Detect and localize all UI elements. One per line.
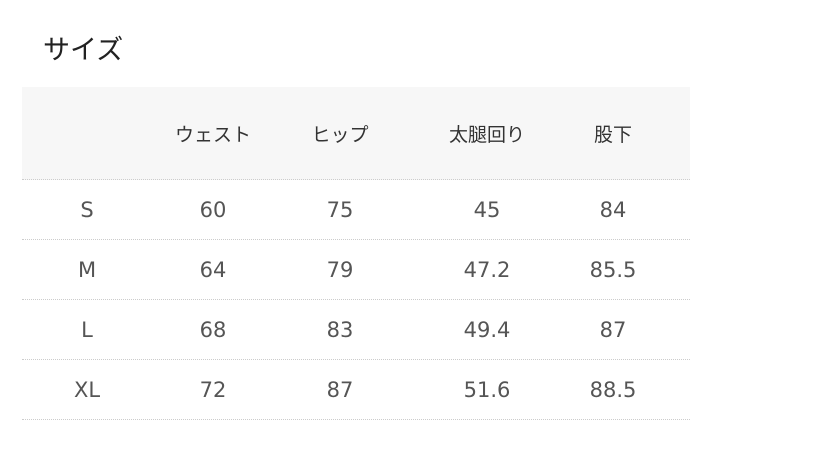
table-row: L 68 83 49.4 87 [22, 300, 690, 360]
table-cell: 85.5 [589, 257, 637, 282]
table-row: XL 72 87 51.6 88.5 [22, 360, 690, 420]
table-cell: 88.5 [589, 377, 637, 402]
table-cell: 83 [326, 317, 354, 342]
size-label: L [81, 317, 93, 342]
table-cell: 47.2 [463, 257, 511, 282]
size-label: S [80, 197, 94, 222]
header-cell: ウェスト [174, 123, 251, 146]
table-cell: 79 [326, 257, 354, 282]
header-cell: 股下 [593, 123, 632, 146]
table-cell: 72 [199, 377, 227, 402]
header-cell: ヒップ [311, 123, 369, 146]
header-cell: 太腿回り [448, 123, 525, 146]
table-cell: 87 [326, 377, 354, 402]
table-cell: 87 [599, 317, 627, 342]
table-cell: 84 [599, 197, 627, 222]
size-table: ウェスト ヒップ 太腿回り 股下 S 60 75 45 84 M 64 79 47.2 85.5 L… [22, 87, 690, 420]
table-cell: 45 [473, 197, 501, 222]
table-cell: 75 [326, 197, 354, 222]
size-label: XL [73, 377, 101, 402]
table-cell: 68 [199, 317, 227, 342]
table-cell: 64 [199, 257, 227, 282]
size-label: M [77, 257, 97, 282]
table-row: M 64 79 47.2 85.5 [22, 240, 690, 300]
table-cell: 51.6 [463, 377, 511, 402]
table-cell: 60 [199, 197, 227, 222]
page-title: サイズ [43, 35, 124, 66]
table-row: S 60 75 45 84 [22, 180, 690, 240]
table-header: ウェスト ヒップ 太腿回り 股下 [22, 87, 690, 180]
table-cell: 49.4 [463, 317, 511, 342]
